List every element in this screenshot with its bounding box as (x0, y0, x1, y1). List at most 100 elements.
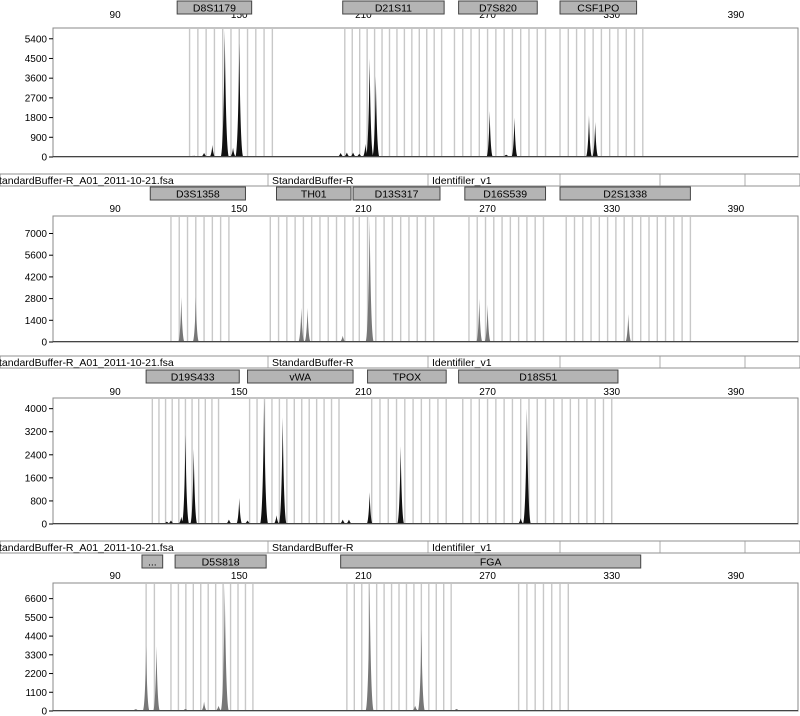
peak (412, 705, 418, 711)
x-tick-label: 390 (728, 387, 745, 398)
marker-label: CSF1PO (577, 3, 619, 15)
x-tick-label: 330 (603, 204, 620, 215)
plot-frame (52, 397, 799, 525)
peak (486, 111, 493, 157)
x-tick-label: 150 (231, 10, 248, 21)
x-axis: 90 150 210 270 330 390 (110, 387, 745, 398)
panel-name: Identifiler_v1 (432, 542, 492, 554)
sample-info-bar: StandardBuffer-R_A01_2011-10-21.fsa Stand… (0, 173, 800, 187)
x-axis: 90 150 210 270 330 390 (110, 571, 745, 582)
marker-label: D3S1358 (176, 189, 220, 201)
peak (259, 400, 269, 524)
info-bar-bg (0, 540, 800, 554)
y-tick-label: 5500 (25, 613, 48, 624)
y-tick-label: 0 (41, 338, 47, 349)
x-tick-label: 330 (603, 10, 620, 21)
marker-box (276, 186, 352, 201)
marker-label: D16S539 (483, 189, 527, 201)
allele-bins (170, 217, 692, 342)
x-tick-label: 210 (355, 10, 372, 21)
x-tick-label: 390 (728, 571, 745, 582)
peak (304, 307, 311, 342)
chart-panel-2: 0 1400 2800 4200 5600 7000 90 150 210 270 330 390 D3… (0, 186, 800, 369)
marker-label: D8S1179 (193, 3, 236, 15)
marker-label: D18S51 (519, 372, 557, 384)
info-bar-bg (0, 173, 800, 187)
x-tick-label: 90 (110, 204, 122, 215)
marker-label: TPOX (393, 372, 422, 384)
marker-label: D13S317 (375, 189, 419, 201)
y-tick-label: 2700 (25, 93, 48, 104)
marker-box (367, 369, 447, 384)
chart-panel-1: 0 900 1800 2700 3600 4500 5400 90 150 210 270 330 39… (0, 0, 800, 187)
x-tick-label: 150 (231, 387, 248, 398)
x-tick-label: 90 (110, 387, 122, 398)
sample-file-name: StandardBuffer-R_A01_2011-10-21.fsa (0, 175, 174, 187)
y-tick-label: 0 (41, 520, 47, 531)
y-axis: 0 800 1600 2400 3200 4000 (25, 404, 53, 531)
y-tick-label: 3200 (25, 427, 48, 438)
y-tick-label: 3300 (25, 650, 48, 661)
x-tick-label: 210 (355, 571, 372, 582)
peak (518, 518, 524, 524)
marker-labels: D19S433 vWA TPOX D18S51 (145, 369, 619, 384)
x-tick-label: 270 (479, 387, 496, 398)
y-axis: 0 1400 2800 4200 5600 7000 (25, 229, 53, 349)
allele-bins (188, 29, 644, 157)
x-tick-label: 270 (479, 10, 496, 21)
peak (585, 115, 593, 157)
y-axis: 0 900 1800 2700 3600 4500 5400 (25, 34, 53, 164)
y-tick-label: 4500 (25, 54, 48, 65)
marker-box (352, 186, 441, 201)
chart-panel-4: 0 1100 2200 3300 4400 5500 6600 90 150 210 270 330 3… (25, 554, 799, 716)
marker-labels: D8S1179 D21S11 D7S820 CSF1PO (176, 0, 638, 15)
y-tick-label: 5400 (25, 34, 48, 45)
peak (340, 519, 346, 524)
y-tick-label: 2200 (25, 669, 48, 680)
peak (372, 75, 380, 157)
sample-name: StandardBuffer-R (272, 175, 354, 187)
marker-box (141, 554, 164, 569)
marker-label: D19S433 (171, 372, 215, 384)
peak (366, 492, 373, 524)
chart-panel-3: 0 800 1600 2400 3200 4000 90 150 210 270 330 390 D19… (0, 369, 800, 554)
peak (476, 298, 483, 342)
peak (298, 307, 305, 342)
plot-frame (52, 582, 799, 712)
marker-label: ... (148, 557, 157, 569)
marker-box (464, 186, 547, 201)
y-tick-label: 1600 (25, 473, 48, 484)
marker-label: TH01 (301, 189, 327, 201)
marker-label: D2S1338 (603, 189, 647, 201)
sample-name: StandardBuffer-R (272, 542, 354, 554)
peak (362, 143, 369, 157)
y-tick-label: 5600 (25, 251, 48, 262)
y-tick-label: 800 (30, 496, 47, 507)
panel-name: Identifiler_v1 (432, 357, 492, 369)
x-tick-label: 390 (728, 10, 745, 21)
peak (220, 585, 229, 711)
y-tick-label: 0 (41, 707, 47, 716)
marker-box (458, 0, 538, 15)
y-tick-label: 0 (41, 153, 47, 164)
peak (201, 701, 207, 711)
marker-box (559, 0, 638, 15)
x-axis: 90 150 210 270 330 390 (110, 204, 745, 215)
peak (209, 144, 216, 157)
y-tick-label: 7000 (25, 229, 48, 240)
marker-box (342, 0, 445, 15)
peak (625, 314, 632, 342)
sample-info-bar: StandardBuffer-R_A01_2011-10-21.fsa Stand… (0, 355, 800, 369)
x-tick-label: 270 (479, 204, 496, 215)
y-tick-label: 3600 (25, 74, 48, 85)
peak (273, 515, 280, 524)
peak (153, 646, 160, 711)
y-tick-label: 2400 (25, 450, 48, 461)
marker-label: D5S818 (202, 557, 240, 569)
info-bar-bg (0, 355, 800, 369)
peak (340, 335, 346, 342)
peak (215, 705, 222, 711)
peak (346, 519, 352, 524)
